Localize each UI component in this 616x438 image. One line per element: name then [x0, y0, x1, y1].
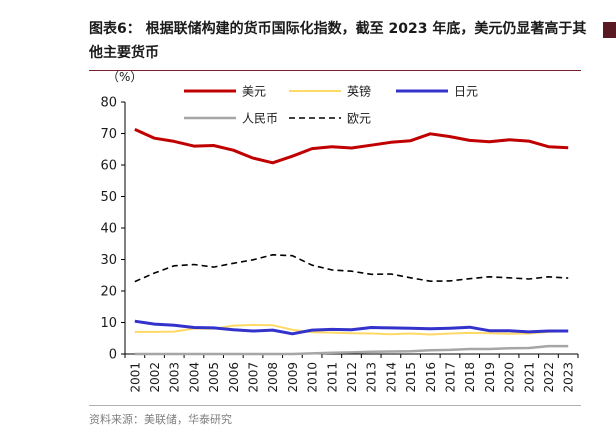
chart-title: 图表6： 根据联储构建的货币国际化指数，截至 2023 年底，美元仍显著高于其他…: [89, 21, 587, 61]
source-divider: [89, 405, 581, 406]
series-line-0: [134, 128, 569, 165]
x-tick-label: 2021: [522, 362, 536, 393]
x-tick-label: 2009: [286, 362, 300, 393]
x-tick-label: 2001: [128, 362, 142, 393]
series-line-2: [134, 319, 569, 336]
source-note: 资料来源：美联储，华泰研究: [89, 413, 232, 426]
x-tick-label: 2007: [247, 362, 261, 393]
y-axis-unit-label: （%）: [107, 70, 142, 84]
y-tick-label: 70: [100, 127, 117, 142]
x-tick-label: 2020: [503, 362, 517, 393]
x-tick-label: 2016: [424, 362, 438, 393]
y-tick-label: 0: [109, 348, 117, 363]
series-line-3: [134, 344, 569, 356]
x-tick-label: 2022: [542, 362, 556, 393]
x-tick-label: 2014: [384, 362, 398, 393]
x-tick-label: 2015: [404, 362, 418, 393]
x-tick-label: 2003: [168, 362, 182, 393]
legend-label-0: 美元: [242, 85, 266, 99]
x-tick-label: 2018: [463, 362, 477, 393]
y-tick-label: 20: [100, 285, 117, 300]
legend-label-3: 人民币: [242, 112, 278, 126]
cropped-neighbor-marker: [603, 22, 616, 38]
y-tick-label: 30: [100, 253, 117, 268]
x-tick-label: 2008: [266, 362, 280, 393]
x-tick-label: 2005: [207, 362, 221, 393]
legend-label-2: 日元: [454, 85, 478, 99]
x-tick-label: 2017: [443, 362, 457, 393]
legend-label-4: 欧元: [347, 112, 371, 126]
series-line-4: [134, 254, 569, 283]
x-tick-label: 2019: [483, 362, 497, 393]
legend-label-1: 英镑: [347, 84, 371, 99]
y-tick-label: 50: [100, 190, 117, 205]
x-tick-label: 2006: [227, 362, 241, 393]
x-tick-label: 2013: [365, 362, 379, 393]
x-tick-label: 2002: [148, 362, 162, 393]
y-tick-label: 40: [100, 222, 117, 237]
y-tick-label: 60: [100, 159, 117, 174]
x-tick-label: 2011: [325, 362, 339, 393]
title-divider: [89, 70, 581, 71]
x-tick-label: 2010: [306, 362, 320, 393]
x-tick-label: 2004: [187, 362, 201, 393]
y-tick-label: 80: [100, 96, 117, 111]
x-tick-label: 2012: [345, 362, 359, 393]
x-tick-label: 2023: [562, 362, 576, 393]
y-tick-label: 10: [100, 316, 117, 331]
